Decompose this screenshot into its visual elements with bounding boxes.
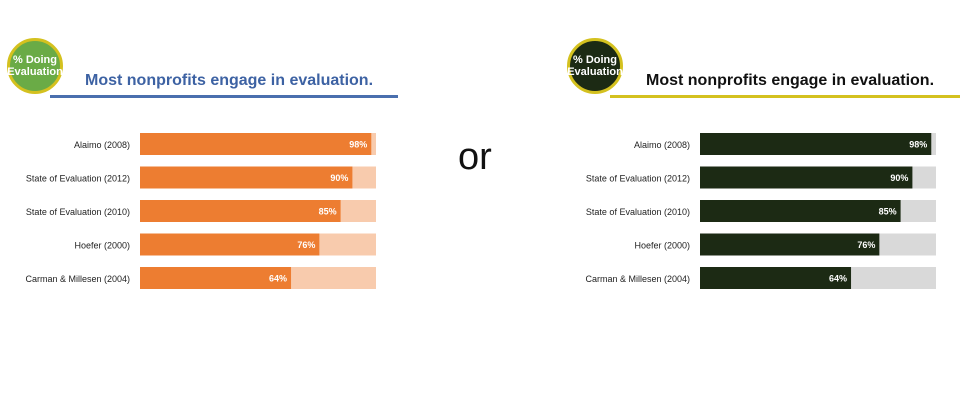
data-label-row-2: 90% — [330, 173, 348, 183]
bar-row-4 — [700, 233, 880, 256]
badge-left: % Doing Evaluation — [7, 38, 63, 94]
category-label-row-5: Carman & Millesen (2004) — [25, 274, 130, 284]
chart-title-right: Most nonprofits engage in evaluation. — [646, 72, 935, 89]
title-underline-right — [610, 95, 960, 98]
bar-row-5 — [700, 267, 852, 289]
category-label-row-2: State of Evaluation (2012) — [586, 174, 690, 184]
category-label-row-3: State of Evaluation (2010) — [26, 207, 130, 217]
category-label-row-2: State of Evaluation (2012) — [26, 174, 130, 184]
bar-row-2 — [700, 166, 913, 189]
data-label-row-4: 76% — [857, 240, 875, 250]
badge-right-line1: % Doing — [573, 54, 617, 66]
category-label-row-4: Hoefer (2000) — [634, 241, 690, 251]
bar-chart-right: Alaimo (2008) 98% State of Evaluation (201… — [585, 133, 936, 289]
data-label-row-5: 64% — [269, 274, 287, 284]
data-label-row-1: 98% — [349, 140, 367, 150]
data-label-row-2: 90% — [890, 173, 908, 183]
bar-row-2 — [140, 166, 353, 189]
data-label-row-1: 98% — [909, 140, 927, 150]
category-label-row-1: Alaimo (2008) — [74, 140, 130, 150]
category-label-row-1: Alaimo (2008) — [634, 140, 690, 150]
title-underline-left — [50, 95, 398, 98]
data-label-row-3: 85% — [319, 207, 337, 217]
badge-left-line1: % Doing — [13, 54, 57, 66]
badge-right-line2: Evaluation — [567, 66, 623, 78]
separator-or: or — [458, 136, 492, 178]
badge-left-line2: Evaluation — [7, 66, 63, 78]
category-label-row-3: State of Evaluation (2010) — [586, 207, 690, 217]
category-label-row-4: Hoefer (2000) — [74, 241, 130, 251]
bar-row-3 — [140, 200, 341, 222]
bar-row-3 — [700, 200, 901, 222]
badge-right: % Doing Evaluation — [567, 38, 623, 94]
bar-row-4 — [140, 233, 320, 256]
data-label-row-3: 85% — [879, 207, 897, 217]
data-label-row-4: 76% — [297, 240, 315, 250]
category-label-row-5: Carman & Millesen (2004) — [585, 274, 690, 284]
bar-row-1 — [700, 133, 932, 155]
bar-row-5 — [140, 267, 292, 289]
left-panel: % Doing Evaluation Most nonprofits engag… — [0, 0, 440, 412]
bar-chart-left: Alaimo (2008) 98% State of Evaluation (201… — [25, 133, 376, 289]
right-panel: % Doing Evaluation Most nonprofits engag… — [560, 0, 960, 412]
bar-row-1 — [140, 133, 372, 155]
data-label-row-5: 64% — [829, 274, 847, 284]
chart-title-left: Most nonprofits engage in evaluation. — [85, 72, 374, 89]
